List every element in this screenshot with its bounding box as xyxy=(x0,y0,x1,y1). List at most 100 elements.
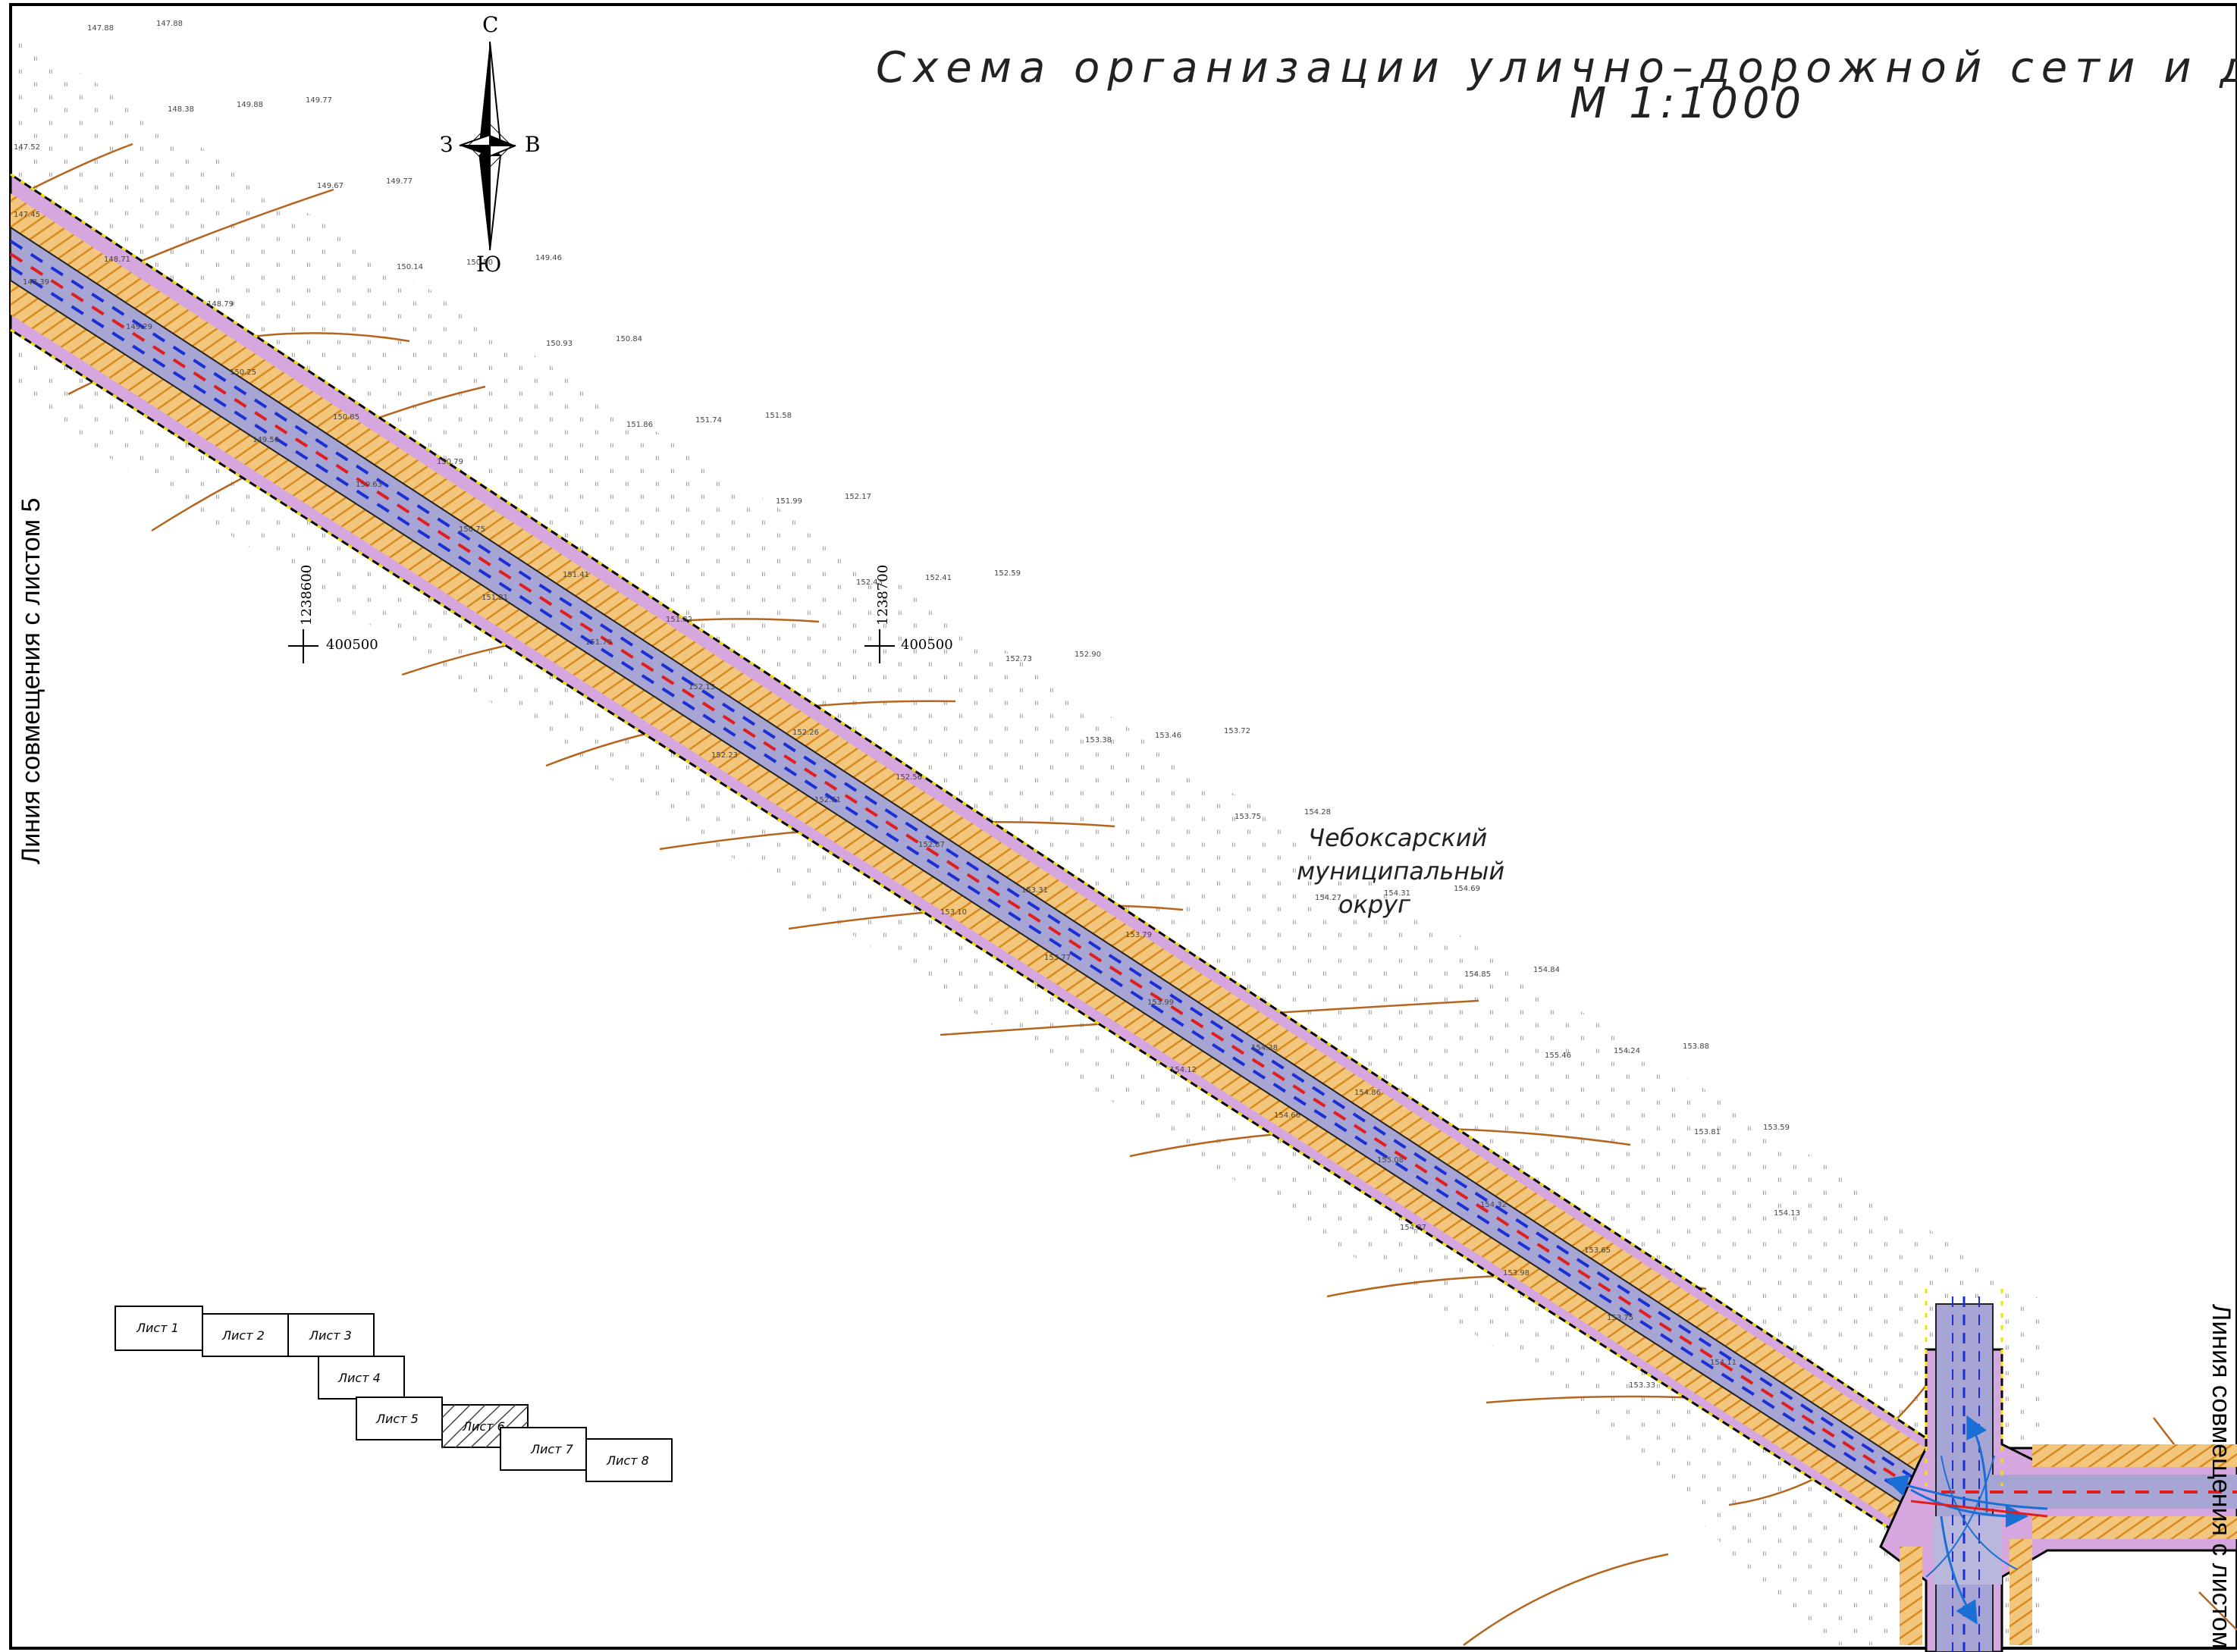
elevation-label: 154.69 xyxy=(1454,885,1480,893)
area-label-line-2: муниципальный xyxy=(1297,857,1504,886)
elevation-label: 154.28 xyxy=(1304,808,1331,817)
elevation-label: 153.72 xyxy=(1224,727,1250,735)
grid-mark-1-vertical: 1238600 xyxy=(299,565,315,625)
elevation-label: 149.56 xyxy=(253,436,279,444)
elevation-label: 154.13 xyxy=(1774,1209,1800,1218)
area-label-line-3: округ xyxy=(1338,890,1410,919)
map-title: Схема организации улично–дорожной сети и… xyxy=(876,43,2237,92)
elevation-label: 154.24 xyxy=(1614,1047,1640,1055)
elevation-label: 150.14 xyxy=(397,263,423,271)
elevation-label: 150.79 xyxy=(437,458,463,466)
elevation-label: 153.31 xyxy=(1021,886,1048,895)
elevation-label: 153.46 xyxy=(1155,732,1181,740)
elevation-label: 152.61 xyxy=(814,796,841,804)
elevation-label: 153.38 xyxy=(1085,736,1112,744)
sheet-7[interactable]: Лист 7 xyxy=(500,1427,587,1471)
elevation-label: 152.56 xyxy=(896,773,922,782)
svg-text:Лист 4: Лист 4 xyxy=(337,1371,381,1385)
elevation-label: 151.86 xyxy=(626,421,653,429)
elevation-label: 154.87 xyxy=(1400,1224,1426,1232)
sheet-5[interactable]: Лист 5 xyxy=(356,1397,443,1440)
compass-east-label: В xyxy=(525,132,541,157)
compass-west-label: З xyxy=(440,132,453,157)
elevation-label: 152.73 xyxy=(1006,655,1032,663)
elevation-label: 151.79 xyxy=(585,638,612,647)
elevation-label: 152.90 xyxy=(1075,650,1101,659)
left-match-line-label: Линия совмещения с листом 5 xyxy=(17,498,45,864)
grid-mark-2-horizontal: 400500 xyxy=(901,637,953,653)
right-match-line-label: Линия совмещения с листом 7 xyxy=(2207,1304,2235,1652)
sheet-6-current[interactable]: Лист 6 xyxy=(441,1404,529,1449)
elevation-label: 153.99 xyxy=(1147,998,1174,1007)
elevation-label: 147.88 xyxy=(87,24,114,33)
elevation-label: 150.84 xyxy=(616,335,642,343)
sheet-1[interactable]: Лист 1 xyxy=(115,1306,203,1351)
sheet-index: Лист 1 Лист 2 Лист 3 Лист 4 Лист 5 Лист … xyxy=(115,1306,673,1482)
elevation-label: 151.41 xyxy=(563,571,589,579)
elevation-label: 150.85 xyxy=(333,413,359,422)
sheet-2[interactable]: Лист 2 xyxy=(202,1313,289,1357)
elevation-label: 153.88 xyxy=(1683,1042,1709,1051)
elevation-labels: 147.52 147.88 147.45 147.88 148.39 148.38 148.… xyxy=(14,20,1800,1390)
elevation-label: 149.67 xyxy=(317,182,344,190)
svg-text:Лист 3: Лист 3 xyxy=(309,1328,352,1343)
elevation-label: 155.08 xyxy=(1377,1156,1404,1165)
elevation-label: 148.38 xyxy=(168,105,194,114)
elevation-label: 153.77 xyxy=(1044,954,1071,962)
svg-text:Лист 7: Лист 7 xyxy=(530,1442,574,1456)
sheet-8[interactable]: Лист 8 xyxy=(585,1438,673,1482)
grid-mark-2-vertical: 1238700 xyxy=(875,565,891,625)
elevation-label: 152.26 xyxy=(792,729,819,737)
elevation-label: 151.74 xyxy=(695,416,722,425)
intersection xyxy=(1879,1289,2237,1652)
elevation-label: 153.33 xyxy=(1629,1381,1655,1390)
svg-text:Лист 2: Лист 2 xyxy=(221,1328,265,1343)
elevation-label: 152.59 xyxy=(994,569,1021,578)
svg-text:Лист 6: Лист 6 xyxy=(462,1419,505,1434)
elevation-label: 149.46 xyxy=(535,254,562,262)
svg-text:Лист 5: Лист 5 xyxy=(375,1412,419,1426)
elevation-label: 151.21 xyxy=(482,594,508,602)
elevation-label: 148.71 xyxy=(104,255,130,264)
sheet-4[interactable]: Лист 4 xyxy=(318,1356,405,1400)
elevation-label: 151.99 xyxy=(776,497,802,506)
elevation-label: 153.79 xyxy=(1125,931,1152,939)
elevation-label: 153.10 xyxy=(940,908,967,917)
svg-text:Лист 1: Лист 1 xyxy=(136,1321,179,1335)
elevation-label: 154.86 xyxy=(1354,1089,1381,1097)
elevation-label: 152.17 xyxy=(845,493,871,501)
elevation-label: 155.46 xyxy=(1545,1052,1571,1060)
elevation-label: 154.32 xyxy=(1480,1201,1507,1209)
elevation-label: 153.75 xyxy=(1607,1314,1633,1322)
elevation-label: 154.66 xyxy=(1274,1111,1300,1120)
elevation-label: 152.13 xyxy=(689,683,715,691)
elevation-label: 154.12 xyxy=(1170,1066,1197,1074)
elevation-label: 153.75 xyxy=(1235,813,1261,821)
elevation-label: 154.11 xyxy=(1710,1359,1737,1367)
elevation-label: 149.29 xyxy=(126,323,152,331)
grid-mark-1-horizontal: 400500 xyxy=(326,637,378,653)
main-road xyxy=(9,172,2237,1548)
compass-north-label: С xyxy=(482,12,498,37)
elevation-label: 148.39 xyxy=(23,278,49,287)
area-label-line-1: Чебоксарский xyxy=(1308,823,1487,852)
elevation-label: 147.88 xyxy=(156,20,183,28)
elevation-label: 149.88 xyxy=(237,101,263,109)
elevation-label: 151.58 xyxy=(765,412,792,420)
elevation-label: 154.31 xyxy=(1384,889,1410,898)
sheet-3[interactable]: Лист 3 xyxy=(287,1313,375,1357)
elevation-label: 150.25 xyxy=(230,368,256,377)
elevation-label: 148.79 xyxy=(207,300,234,309)
elevation-label: 154.84 xyxy=(1533,966,1560,974)
elevation-label: 150.63 xyxy=(356,481,382,489)
elevation-label: 152.23 xyxy=(711,751,738,760)
map-scale: М 1:1000 xyxy=(1570,79,1806,128)
elevation-label: 153.59 xyxy=(1763,1124,1790,1132)
elevation-label: 153.81 xyxy=(1694,1128,1721,1136)
compass-rose-icon xyxy=(459,41,516,251)
elevation-label: 150.75 xyxy=(459,525,485,534)
grid-mark-2: 1238700 400500 xyxy=(864,565,953,663)
elevation-label: 153.98 xyxy=(1503,1269,1530,1277)
elevation-label: 152.43 xyxy=(856,578,883,587)
